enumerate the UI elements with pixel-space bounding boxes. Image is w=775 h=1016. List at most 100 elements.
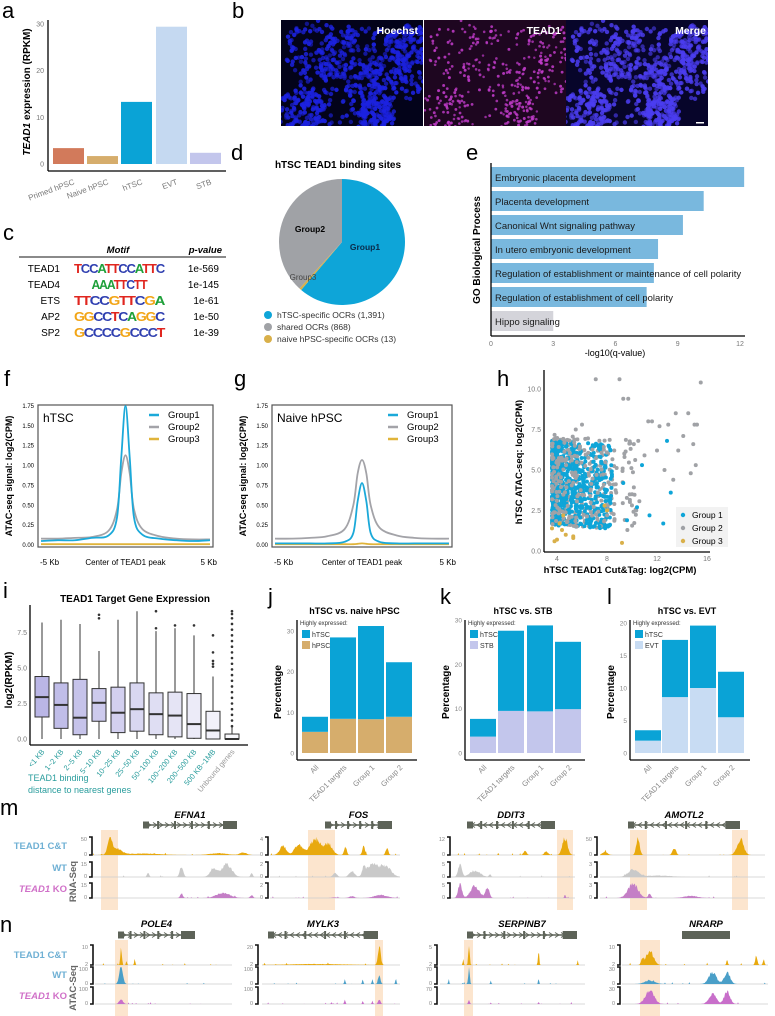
nucleus <box>607 103 612 108</box>
panel-label-j: j <box>267 584 273 609</box>
point-group-2 <box>601 482 606 487</box>
nucleus <box>319 49 324 55</box>
nucleus <box>453 124 457 126</box>
scale-max: 2 <box>260 862 263 868</box>
nucleus <box>296 113 302 118</box>
point-group-3 <box>602 503 607 508</box>
nucleus <box>496 74 500 78</box>
nucleus <box>460 120 464 123</box>
nucleus <box>478 88 481 92</box>
y-axis-title-rest: expression (RPKM) <box>22 28 33 122</box>
nucleus <box>530 34 533 38</box>
signal <box>622 971 768 984</box>
nucleus <box>619 87 624 93</box>
y-tick-label: 10 <box>287 710 295 717</box>
panel-title: Naive hPSC <box>277 411 343 425</box>
scale-bracket <box>434 944 438 966</box>
nucleus <box>377 125 380 126</box>
track-label-text: TEAD1 <box>19 884 50 895</box>
point-group-1 <box>579 455 584 460</box>
nucleus <box>429 35 433 39</box>
highlight-region <box>640 940 660 1016</box>
motif-letter: A <box>135 261 145 276</box>
nucleus <box>626 39 631 45</box>
nucleus <box>622 64 627 70</box>
nucleus <box>499 111 503 115</box>
signal <box>262 999 400 1004</box>
nucleus <box>367 74 372 80</box>
exon <box>157 821 160 829</box>
nucleus <box>533 56 536 59</box>
nucleus <box>574 37 579 43</box>
nucleus <box>717 38 721 42</box>
nucleus <box>499 33 503 37</box>
nucleus <box>428 58 432 62</box>
nucleus <box>341 44 347 50</box>
nucleus <box>705 79 708 84</box>
nucleus <box>519 30 523 33</box>
nucleus <box>589 21 595 27</box>
box <box>72 678 88 736</box>
y-tick-label: 0.50 <box>22 503 34 509</box>
nucleus <box>462 62 466 66</box>
nucleus <box>593 77 598 82</box>
nucleus <box>361 101 366 107</box>
outlier <box>230 668 234 671</box>
nucleus <box>371 126 375 130</box>
nucleus <box>398 44 403 50</box>
point-group-1 <box>582 524 587 529</box>
pie-slice-group3 <box>299 242 342 290</box>
signal <box>270 837 400 855</box>
point-group-1 <box>647 513 652 518</box>
nucleus <box>289 48 294 53</box>
motif-letter: T <box>142 261 150 276</box>
nucleus <box>410 30 416 36</box>
gene-name: NRARP <box>689 919 723 930</box>
nucleus <box>535 117 538 121</box>
nucleus <box>605 55 611 61</box>
nucleus <box>581 55 586 60</box>
nucleus <box>428 108 432 111</box>
nucleus <box>435 106 439 110</box>
nucleus <box>488 85 492 89</box>
nucleus <box>577 32 582 38</box>
tead1-ko-track: 20 <box>260 882 400 901</box>
track-label-text: TEAD1 <box>19 991 50 1002</box>
outlier <box>230 696 234 700</box>
point-group-1 <box>640 463 644 468</box>
scale-max: 10 <box>82 945 88 951</box>
nucleus <box>340 114 345 120</box>
nucleus <box>298 79 303 85</box>
go-term-label: In utero embryonic development <box>495 245 631 256</box>
nucleus <box>587 103 593 109</box>
nucleus <box>304 98 309 104</box>
channel-label-hoechst: Hoechst <box>377 25 419 37</box>
point-group-2 <box>555 435 560 440</box>
scale-max: 50 <box>586 837 592 843</box>
nucleus <box>334 87 339 93</box>
bar-segment-htsc <box>718 671 744 718</box>
signal <box>622 950 768 965</box>
legend-title: Highly expressed: <box>633 621 681 627</box>
scale-min: 2 <box>429 962 432 968</box>
y-tick-label: 2.5 <box>531 508 541 515</box>
point-group-1 <box>585 467 590 472</box>
point-group-1 <box>668 490 673 495</box>
point-group-1 <box>603 490 608 495</box>
point-group-2 <box>550 441 555 446</box>
box <box>110 686 126 734</box>
point-group-2 <box>666 422 671 427</box>
nucleus <box>351 62 357 68</box>
point-group-2 <box>650 419 654 424</box>
nucleus <box>625 56 631 62</box>
strand-arrow <box>331 932 337 938</box>
nucleus <box>574 44 580 50</box>
scale-bracket <box>265 836 269 856</box>
scale-bracket <box>90 966 94 985</box>
point-group-1 <box>594 500 599 505</box>
y-tick-label: 0.75 <box>22 483 34 489</box>
point-group-2 <box>562 440 567 445</box>
motif-letter: A <box>127 309 138 324</box>
